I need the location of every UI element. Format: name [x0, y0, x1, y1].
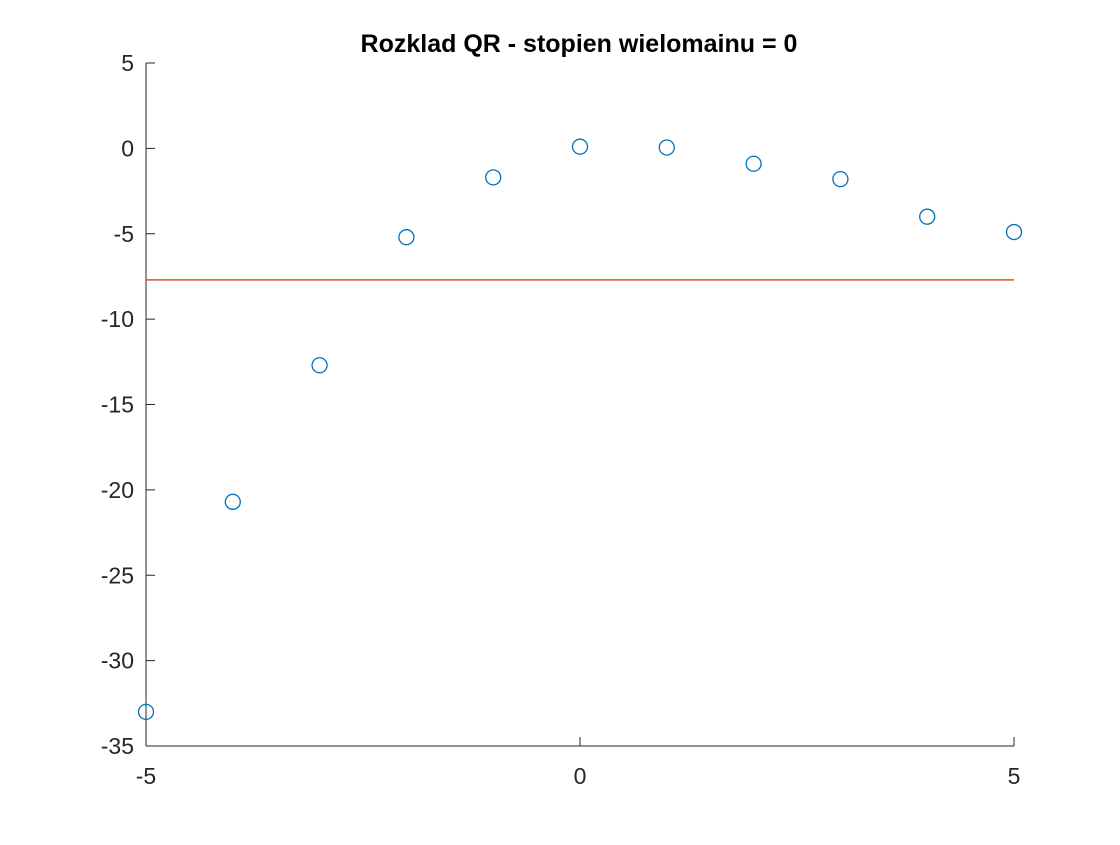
data-point: [658, 139, 675, 156]
x-tick-label: 5: [1008, 763, 1021, 789]
y-tick-label: -25: [101, 562, 134, 588]
y-tick-label: -15: [101, 392, 134, 418]
y-tick-label: -35: [101, 733, 134, 759]
axes: 50-5-10-15-20-25-30-35-5 0 5: [101, 50, 1021, 789]
data-point: [137, 703, 155, 720]
y-tick-label: -10: [101, 306, 134, 332]
y-tick-label: -5: [114, 221, 134, 247]
data-point: [224, 493, 241, 510]
data-point: [485, 169, 502, 186]
data-point: [311, 357, 328, 374]
data-point: [1005, 223, 1023, 241]
plot-area: [137, 138, 1023, 720]
data-point: [919, 208, 936, 225]
y-tick-label: 5: [121, 50, 134, 76]
y-tick-label: -20: [101, 477, 134, 503]
x-tick-label: -5: [136, 763, 156, 789]
x-tick-label: 0: [574, 763, 587, 789]
data-point: [832, 170, 849, 188]
y-tick-label: -30: [101, 648, 134, 674]
y-tick-label: 0: [121, 135, 134, 161]
chart-title: Rozklad QR - stopien wielomainu = 0: [361, 30, 798, 58]
data-point: [398, 229, 415, 246]
data-point: [571, 138, 589, 155]
data-point: [745, 155, 762, 172]
